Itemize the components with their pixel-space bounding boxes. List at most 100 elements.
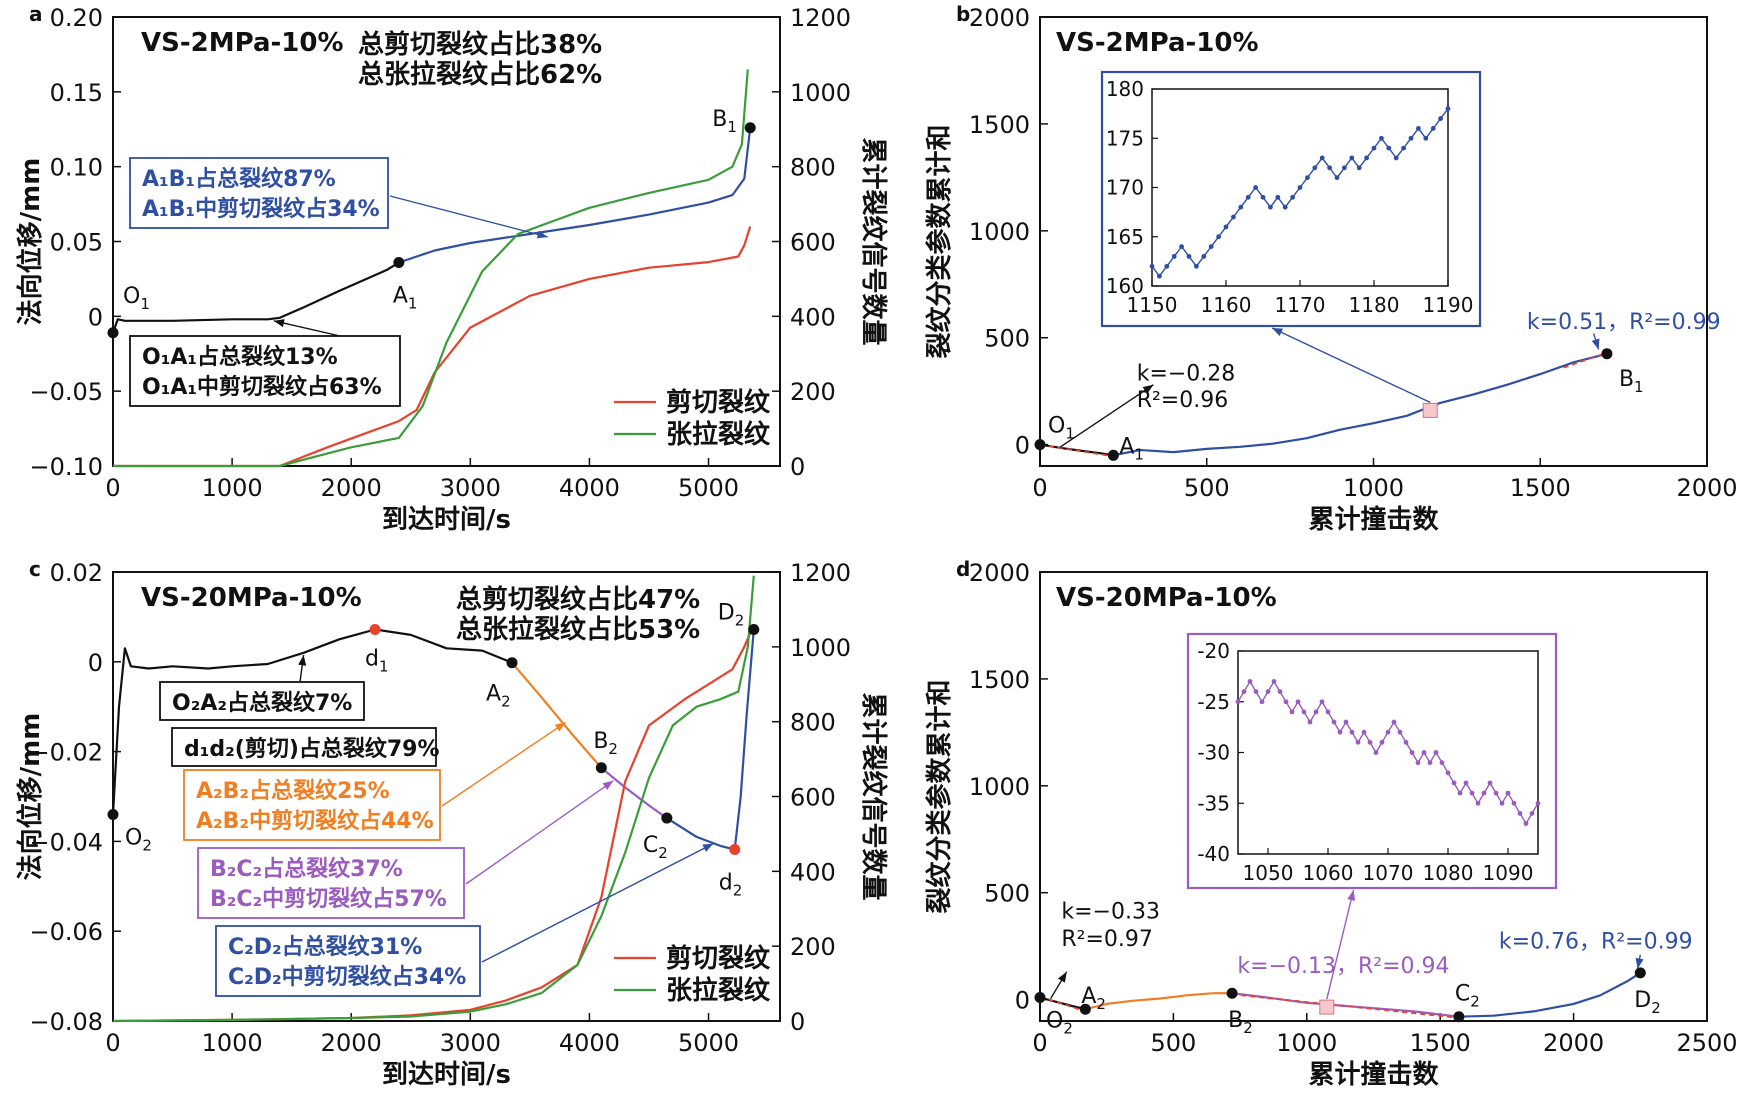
inset-series-point (1430, 125, 1436, 131)
inset-series-point (1401, 145, 1406, 151)
key-point-label: A1 (1119, 434, 1144, 463)
key-point-label: A2 (1081, 984, 1106, 1013)
fit-c2d2-label: k=0.76，R²=0.99 (1499, 929, 1693, 954)
y2-tick-label: 200 (790, 933, 836, 961)
inset-series-point (1201, 254, 1207, 259)
annotation-d1d2-line: d₁d₂(剪切)占总裂纹79% (184, 736, 440, 762)
key-point (748, 623, 760, 635)
inset-series-point (1327, 165, 1332, 171)
inset-series-point (1238, 204, 1244, 210)
fit-a1b1-label: k=0.51，R²=0.99 (1527, 310, 1721, 335)
inset-y-tick-label: 175 (1106, 126, 1144, 150)
y2-tick-label: 200 (790, 378, 836, 406)
panel-label: b (956, 2, 970, 26)
legend-label-tension: 张拉裂纹 (666, 419, 771, 450)
inset-series-point (1164, 263, 1170, 269)
annotation-c2d2-line: C₂D₂占总裂纹31% (228, 934, 422, 960)
series-line (600, 766, 668, 819)
key-point-label: d1 (365, 646, 389, 675)
inset-series-point (1393, 155, 1399, 161)
x-tick-label: 1000 (202, 474, 263, 502)
inset-y-tick-label: 165 (1106, 225, 1144, 249)
y-tick-label: 0 (1015, 987, 1030, 1015)
inset-series-point (1364, 155, 1369, 161)
inset-series-point (1216, 234, 1221, 240)
key-point-label: d2 (719, 870, 743, 899)
inset-series-point (1235, 699, 1241, 705)
fit-o2a2-arrow-head (1057, 971, 1067, 983)
key-point-label: D2 (1634, 988, 1661, 1017)
key-point-label: B2 (1228, 1008, 1253, 1037)
key-point-label: O2 (125, 825, 152, 854)
y-tick-label: 0 (88, 649, 103, 677)
key-point (595, 762, 607, 774)
fit-line (1232, 993, 1459, 1019)
inset-series-point (1439, 760, 1445, 766)
annotation-c2d2-arrow-head (702, 843, 714, 852)
annotation-d1d2-box (171, 727, 437, 767)
fit-o2a2-k: k=−0.33 (1061, 899, 1160, 924)
specimen-label: VS-20MPa-10% (1056, 583, 1277, 613)
fit-line (1039, 443, 1114, 458)
key-point-label: O1 (123, 284, 150, 313)
y2-tick-label: 600 (790, 784, 836, 812)
y2-axis-title: 累计裂纹信号数量 (858, 137, 889, 345)
key-point (1634, 967, 1646, 979)
key-point-label: C2 (1455, 982, 1480, 1011)
inset-series-point (1301, 709, 1307, 715)
y-tick-label: 0.20 (50, 4, 103, 32)
annotation-a1b1-line: A₁B₁占总裂纹87% (142, 166, 336, 192)
key-point (744, 122, 756, 134)
key-point-label: B1 (712, 107, 737, 136)
fit-o2a2-r2: R²=0.97 (1061, 927, 1153, 952)
x-tick-label: 4000 (559, 1029, 620, 1057)
inset-series-point (1349, 729, 1355, 735)
y-tick-label: 1000 (969, 218, 1030, 246)
panel-label: d (956, 557, 970, 581)
inset-x-tick-label: 1150 (1127, 293, 1178, 317)
x-tick-label: 2000 (1543, 1029, 1604, 1057)
key-point-label: D2 (718, 600, 745, 629)
inset-y-tick-label: -20 (1197, 639, 1230, 663)
key-point-label: O2 (1046, 1008, 1073, 1037)
fit-c2d2-arrow-head (1635, 957, 1644, 969)
y-tick-label: 1500 (969, 666, 1030, 694)
annotation-a1b1-arrow-head (536, 230, 548, 239)
series-line (111, 628, 513, 815)
inset-series-point (1305, 175, 1310, 181)
y-tick-label: 1000 (969, 773, 1030, 801)
annotation-o1a1-arrow (273, 320, 341, 337)
y-tick-label: −0.04 (29, 828, 103, 856)
inset-series-point (1415, 760, 1421, 766)
inset-series-point (1295, 699, 1301, 705)
zoom-region-marker (1422, 402, 1438, 418)
inset-x-tick-label: 1190 (1423, 293, 1474, 317)
inset-series-point (1186, 254, 1192, 259)
x-tick-label: 3000 (440, 474, 501, 502)
series-line (1113, 352, 1608, 457)
key-point-label: B2 (593, 729, 618, 758)
fit-o1a1-arrow-head (1142, 384, 1154, 394)
inset-series-point (1481, 790, 1487, 796)
inset-series-point (1290, 194, 1295, 200)
annotation-b2c2-line: B₂C₂中剪切裂纹占57% (210, 886, 447, 912)
inset-series-point (1253, 185, 1258, 190)
inset-series-point (1409, 750, 1415, 755)
fit-o1a1-k: k=−0.28 (1137, 361, 1236, 386)
inset-series-point (1408, 135, 1414, 141)
legend-label-tension: 张拉裂纹 (666, 975, 771, 1006)
fit-o1a1-arrow (1059, 384, 1154, 448)
inset-x-tick-label: 1090 (1483, 861, 1534, 885)
inset-series-point (1268, 204, 1273, 210)
y-tick-label: 500 (984, 325, 1030, 353)
inset-x-tick-label: 1160 (1201, 293, 1252, 317)
key-point-label: A2 (486, 682, 511, 711)
summary-text: 总张拉裂纹占比53% (456, 614, 700, 645)
inset-series-point (1475, 800, 1481, 806)
annotation-a1b1-line: A₁B₁中剪切裂纹占34% (142, 196, 380, 222)
annotation-a1b1-box (129, 157, 389, 229)
panel-label: c (29, 557, 41, 581)
y-axis-title: 法向位移/mm (15, 158, 46, 326)
annotation-b2c2-box (197, 847, 465, 919)
inset-series-point (1319, 155, 1325, 161)
